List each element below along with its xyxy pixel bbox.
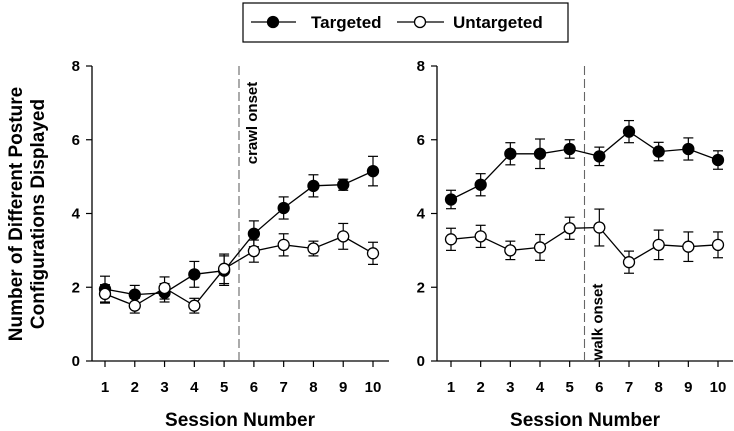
left-targeted-point <box>128 288 141 301</box>
right-x-tick-label: 5 <box>565 379 573 396</box>
right-targeted-point <box>563 142 576 156</box>
right-targeted-point <box>682 142 695 156</box>
left-targeted-point <box>247 227 261 240</box>
right-targeted-point <box>533 147 547 160</box>
left-x-tick-label: 6 <box>250 379 258 396</box>
right-x-tick-label: 2 <box>476 379 484 396</box>
left-y-tick-label: 8 <box>72 58 80 75</box>
left-untargeted-point <box>128 299 141 312</box>
left-targeted-point <box>307 179 320 192</box>
legend-marker-untargeted <box>413 15 427 29</box>
right-panel: 0 2 4 6 8 1 2 3 4 5 6 7 8 9 10 walk onset Session Numbe… <box>417 58 733 431</box>
left-panel-marks: 0 2 4 6 8 1 2 3 4 5 6 7 8 9 10 crawl onset <box>72 58 389 396</box>
right-untargeted-point <box>622 256 636 269</box>
left-targeted-line <box>104 170 374 296</box>
y-axis-title: Number of Different Posture <box>6 87 27 341</box>
left-targeted-point <box>337 178 350 191</box>
right-untargeted-point <box>504 244 517 257</box>
right-untargeted-point <box>711 238 725 251</box>
right-targeted-point <box>444 193 458 206</box>
left-untargeted-point <box>98 287 112 301</box>
right-untargeted-point <box>444 233 458 246</box>
left-x-tick-label: 5 <box>220 379 228 396</box>
right-x-tick-label: 10 <box>710 379 727 396</box>
right-targeted-point <box>711 153 725 167</box>
left-targeted-point <box>366 164 380 178</box>
left-untargeted-point <box>277 238 290 251</box>
right-untargeted-point <box>652 238 665 251</box>
right-y-tick-label: 2 <box>417 279 425 296</box>
left-targeted-point <box>188 268 201 281</box>
right-targeted-point <box>593 150 606 163</box>
left-untargeted-point <box>366 247 380 260</box>
left-onset-label: crawl onset <box>244 82 261 165</box>
left-untargeted-point <box>188 299 201 312</box>
right-y-tick-label: 4 <box>417 206 426 223</box>
right-x-tick-label: 9 <box>684 379 692 396</box>
right-x-tick-label: 7 <box>625 379 633 396</box>
left-untargeted-line <box>104 235 374 307</box>
left-y-tick-label: 4 <box>72 206 81 223</box>
left-x-tick-label: 1 <box>101 379 109 396</box>
right-targeted-point <box>474 178 487 191</box>
right-untargeted-point <box>682 240 695 253</box>
left-untargeted-point <box>158 281 171 295</box>
right-y-tick-label: 0 <box>417 353 425 370</box>
left-targeted-point <box>277 201 290 215</box>
legend-marker-targeted <box>266 15 280 29</box>
left-x-tick-label: 2 <box>131 379 139 396</box>
right-y-tick-label: 8 <box>417 58 425 75</box>
left-untargeted-point <box>217 262 231 275</box>
left-x-tick-label: 10 <box>365 379 382 396</box>
left-untargeted-point <box>247 244 261 258</box>
legend-label-untargeted: Untargeted <box>453 13 543 32</box>
left-x-tick-label: 8 <box>309 379 317 396</box>
right-x-tick-label: 3 <box>506 379 514 396</box>
right-x-tick-label: 1 <box>447 379 455 396</box>
left-x-tick-label: 7 <box>279 379 287 396</box>
left-y-tick-label: 2 <box>72 279 80 296</box>
y-axis-title-line2: Configurations Displayed <box>28 99 49 329</box>
left-panel: 0 2 4 6 8 1 2 3 4 5 6 7 8 9 10 crawl onset Session Numb… <box>72 58 389 431</box>
right-x-axis-title: Session Number <box>510 410 661 431</box>
left-untargeted-point <box>307 242 320 255</box>
left-x-tick-label: 3 <box>160 379 168 396</box>
right-untargeted-point <box>474 230 487 243</box>
left-y-tick-label: 6 <box>72 132 80 149</box>
right-targeted-point <box>504 147 517 160</box>
legend-label-targeted: Targeted <box>311 13 382 32</box>
left-untargeted-point <box>337 230 350 243</box>
right-untargeted-point <box>593 221 606 234</box>
left-x-axis-title: Session Number <box>165 410 316 431</box>
right-x-tick-label: 4 <box>536 379 545 396</box>
right-targeted-point <box>652 145 665 158</box>
right-untargeted-point <box>533 241 547 254</box>
right-targeted-line <box>450 130 719 201</box>
right-x-tick-label: 6 <box>595 379 603 396</box>
left-x-tick-label: 9 <box>339 379 347 396</box>
right-untargeted-point <box>563 222 576 235</box>
right-y-tick-label: 6 <box>417 132 425 149</box>
right-untargeted-line <box>450 226 719 264</box>
right-x-tick-label: 8 <box>654 379 662 396</box>
left-y-tick-label: 0 <box>72 353 80 370</box>
right-panel-marks: 0 2 4 6 8 1 2 3 4 5 6 7 8 9 10 walk onset <box>417 58 733 396</box>
legend: Targeted Untargeted <box>242 2 569 43</box>
right-targeted-point <box>622 125 636 138</box>
left-x-tick-label: 4 <box>190 379 199 396</box>
right-onset-label: walk onset <box>590 284 607 362</box>
